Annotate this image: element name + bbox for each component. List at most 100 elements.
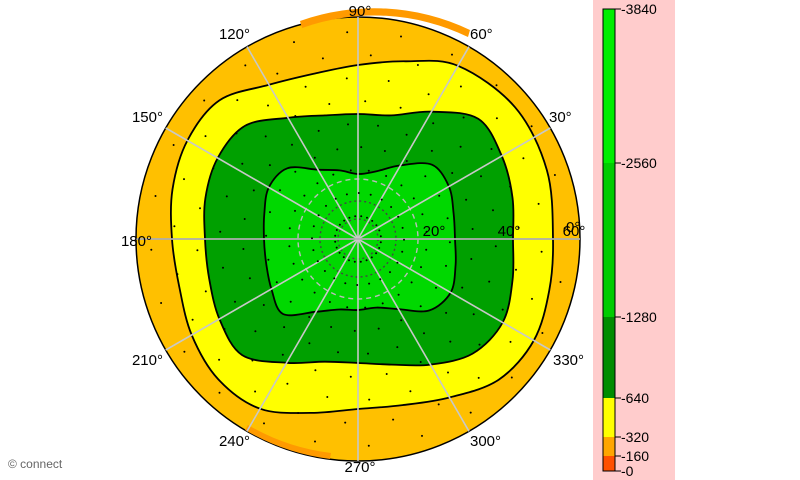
- sample-dot: [430, 149, 433, 152]
- colorbar-band-5: [603, 9, 615, 163]
- sample-dot: [387, 80, 390, 82]
- sample-dot: [308, 316, 311, 318]
- sample-dot: [383, 150, 386, 152]
- angle-label-0: 0°: [566, 219, 580, 236]
- sample-dot: [375, 224, 378, 227]
- sample-dot: [461, 286, 464, 289]
- sample-dot: [410, 281, 413, 284]
- sample-dot: [218, 358, 221, 361]
- sample-dot: [447, 371, 449, 374]
- sample-dot: [451, 172, 454, 174]
- sample-dot: [314, 369, 317, 372]
- sample-dot: [262, 304, 265, 306]
- sample-dot: [289, 300, 292, 303]
- sample-dot: [183, 178, 185, 181]
- sample-dot: [254, 330, 257, 333]
- sample-dot: [403, 238, 405, 241]
- sample-dot: [265, 234, 268, 237]
- sample-dot: [378, 229, 381, 232]
- sample-dot: [409, 390, 412, 393]
- sample-dot: [371, 219, 374, 222]
- colorbar-band-2: [603, 398, 615, 437]
- sample-dot: [279, 189, 281, 192]
- sample-dot: [488, 280, 491, 283]
- sample-dot: [399, 106, 402, 109]
- sample-dot: [313, 291, 316, 294]
- sample-dot: [381, 302, 384, 305]
- radial-label-1: 40°: [498, 223, 521, 240]
- polar-spoke-240: [246, 238, 359, 432]
- sample-dot: [348, 259, 350, 262]
- sample-dot: [160, 302, 163, 304]
- sample-dot: [317, 129, 320, 132]
- sample-dot: [419, 305, 422, 308]
- sample-dot: [530, 125, 533, 128]
- sample-dot: [405, 133, 408, 136]
- sample-dot: [212, 167, 215, 170]
- sample-dot: [495, 84, 498, 87]
- sample-dot: [234, 300, 236, 303]
- sample-dot: [241, 162, 244, 165]
- sample-dot: [204, 135, 207, 138]
- colorbar-label-0: -0: [621, 463, 634, 479]
- colorbar-label-6: -3840: [621, 1, 657, 17]
- polar-spoke-30: [357, 127, 551, 240]
- sample-dot: [294, 170, 297, 173]
- sample-dot: [337, 351, 339, 354]
- sample-dot: [459, 85, 462, 88]
- sample-dot: [472, 313, 475, 316]
- sample-dot: [380, 198, 383, 201]
- sample-dot: [492, 209, 494, 212]
- sample-dot: [288, 227, 291, 230]
- sample-dot: [451, 53, 453, 56]
- sample-dot: [480, 175, 482, 178]
- radial-label-0: 20°: [423, 223, 446, 240]
- angle-label-6: 180°: [121, 233, 152, 250]
- sample-dot: [334, 197, 337, 200]
- sample-dot: [325, 204, 327, 207]
- sample-dot: [328, 301, 331, 303]
- sample-dot: [236, 99, 239, 102]
- sample-dot: [316, 182, 319, 185]
- sample-dot: [263, 422, 265, 425]
- sample-dot: [360, 215, 363, 218]
- sample-dot: [321, 57, 324, 60]
- sample-dot: [335, 229, 338, 231]
- sample-dot: [347, 123, 349, 126]
- colorbar-label-1: -160: [621, 448, 649, 464]
- sample-dot: [199, 207, 201, 210]
- sample-dot: [311, 237, 313, 240]
- sample-dot: [267, 104, 269, 107]
- sample-dot: [416, 64, 419, 66]
- angle-label-8: 240°: [219, 433, 250, 450]
- sample-dot: [346, 306, 349, 309]
- sample-dot: [423, 332, 425, 335]
- angle-label-11: 330°: [553, 352, 584, 369]
- colorbar-legend: -0-160 -320 -640 -1280 -2560 -3840: [593, 0, 675, 480]
- sample-dot: [154, 195, 157, 197]
- sample-dot: [304, 85, 307, 88]
- sample-dot: [367, 169, 370, 172]
- sample-dot: [392, 418, 395, 421]
- sample-dot: [248, 277, 251, 280]
- sample-dot: [421, 213, 424, 216]
- sample-dot: [333, 277, 336, 280]
- sample-dot: [537, 202, 540, 205]
- sample-dot: [353, 260, 356, 263]
- sample-dot: [438, 194, 441, 197]
- sample-dot: [522, 157, 525, 160]
- sample-dot: [336, 148, 339, 151]
- sample-dot: [377, 327, 380, 330]
- sample-dot: [449, 340, 452, 343]
- sample-dot: [379, 278, 382, 281]
- sample-dot: [563, 227, 566, 230]
- angle-label-1: 30°: [549, 109, 572, 126]
- sample-dot: [264, 135, 267, 138]
- sample-dot: [425, 248, 428, 251]
- colorbar-band-4: [603, 163, 615, 317]
- angle-label-3: 90°: [349, 3, 372, 20]
- sample-dot: [291, 143, 293, 146]
- sample-dot: [176, 273, 179, 276]
- sample-dot: [377, 124, 379, 127]
- angle-label-7: 210°: [132, 352, 163, 369]
